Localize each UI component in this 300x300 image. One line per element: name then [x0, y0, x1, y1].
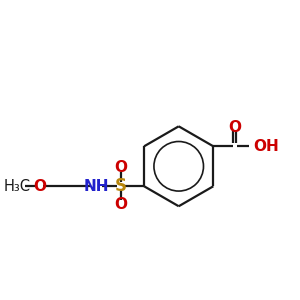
Text: O: O — [228, 120, 241, 135]
Text: O: O — [115, 160, 128, 175]
Text: O: O — [33, 179, 46, 194]
Text: O: O — [115, 197, 128, 212]
Text: OH: OH — [253, 139, 279, 154]
Text: H₃C: H₃C — [4, 179, 31, 194]
Text: NH: NH — [84, 179, 110, 194]
Text: S: S — [115, 177, 127, 195]
